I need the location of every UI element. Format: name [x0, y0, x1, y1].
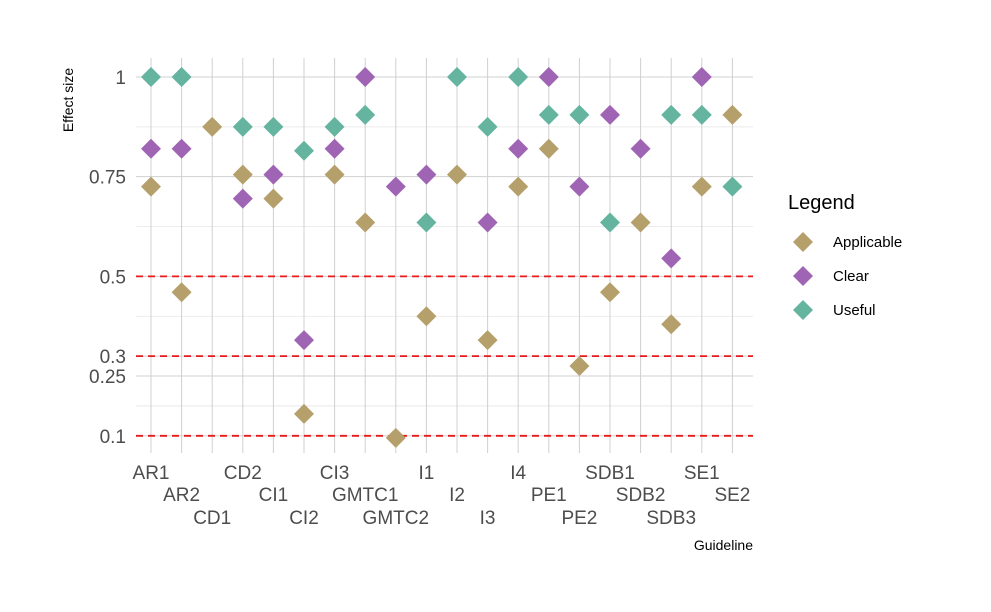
data-point-useful	[232, 116, 253, 137]
data-point-clear	[630, 138, 651, 159]
data-point-applicable	[722, 104, 743, 125]
data-point-applicable	[508, 176, 529, 197]
legend-label: Useful	[833, 302, 876, 319]
data-point-applicable	[355, 212, 376, 233]
x-tick-label: CD1	[193, 508, 231, 529]
data-point-useful	[538, 104, 559, 125]
y-tick-label: 0.5	[100, 267, 126, 288]
data-point-applicable	[569, 356, 590, 377]
y-tick-label: 0.1	[100, 427, 126, 448]
legend-label: Applicable	[833, 234, 902, 251]
data-point-clear	[294, 330, 314, 351]
x-tick-label: CD2	[224, 463, 262, 484]
x-tick-label: GMTC1	[332, 485, 399, 506]
data-point-clear	[477, 212, 498, 233]
data-point-clear	[232, 188, 253, 209]
x-tick-label: CI2	[289, 508, 319, 529]
data-point-applicable	[661, 314, 682, 335]
data-point-applicable	[600, 282, 620, 303]
data-point-applicable	[691, 176, 712, 197]
data-point-clear	[416, 164, 437, 185]
x-tick-label: SE1	[684, 463, 720, 484]
legend: Legend Applicable Clear Useful	[788, 192, 902, 320]
data-point-applicable	[385, 427, 406, 448]
data-point-applicable	[324, 164, 345, 185]
data-point-clear	[171, 138, 192, 159]
x-tick-label: PE2	[561, 508, 597, 529]
x-tick-label: I3	[480, 508, 496, 529]
x-tick-label: SE2	[714, 485, 750, 506]
x-tick-label: I4	[510, 463, 526, 484]
data-point-clear	[141, 138, 161, 159]
data-point-clear	[538, 67, 559, 87]
data-point-useful	[600, 212, 620, 233]
data-point-applicable	[232, 164, 253, 185]
data-points	[141, 67, 743, 448]
legend-key-useful	[793, 300, 813, 320]
data-point-applicable	[263, 188, 284, 209]
data-point-clear	[600, 104, 620, 125]
data-point-useful	[691, 104, 712, 125]
data-point-clear	[691, 67, 712, 87]
data-point-applicable	[294, 403, 314, 424]
data-point-clear	[385, 176, 406, 197]
y-tick-label: 0.25	[89, 367, 126, 388]
y-tick-label: 0.75	[89, 168, 126, 189]
legend-label: Clear	[833, 268, 869, 285]
data-point-applicable	[202, 116, 223, 137]
x-tick-label: I2	[449, 485, 465, 506]
data-point-useful	[508, 67, 529, 87]
x-tick-label: PE1	[531, 485, 567, 506]
x-tick-label: I1	[418, 463, 434, 484]
data-point-useful	[569, 104, 590, 125]
data-point-useful	[355, 104, 376, 125]
data-point-applicable	[477, 330, 498, 351]
data-point-useful	[722, 176, 743, 197]
data-point-useful	[477, 116, 498, 137]
data-point-useful	[416, 212, 437, 233]
x-axis-title: Guideline	[694, 537, 753, 553]
data-point-applicable	[416, 306, 437, 327]
data-point-clear	[355, 67, 376, 87]
data-point-applicable	[141, 176, 161, 197]
data-point-useful	[141, 67, 161, 87]
legend-key-clear	[793, 266, 813, 286]
data-point-applicable	[171, 282, 192, 303]
x-tick-label: GMTC2	[363, 508, 430, 529]
x-tick-label: AR1	[133, 463, 170, 484]
data-point-applicable	[538, 138, 559, 159]
x-tick-label: SDB3	[646, 508, 696, 529]
x-tick-label: SDB1	[585, 463, 635, 484]
y-axis-title: Effect size	[60, 68, 76, 133]
data-point-useful	[324, 116, 345, 137]
data-point-useful	[447, 67, 467, 87]
data-point-useful	[171, 67, 192, 87]
data-point-clear	[263, 164, 284, 185]
y-tick-label: 0.3	[100, 347, 126, 368]
data-point-applicable	[630, 212, 651, 233]
y-tick-labels: 0.1 0.250.3 0.5 0.75 1	[89, 68, 126, 448]
data-point-useful	[294, 140, 314, 161]
data-point-useful	[661, 104, 682, 125]
data-point-clear	[508, 138, 529, 159]
data-point-clear	[569, 176, 590, 197]
x-tick-label: SDB2	[616, 485, 666, 506]
data-point-applicable	[447, 164, 467, 185]
data-point-clear	[661, 248, 682, 269]
y-tick-label: 1	[115, 68, 126, 89]
x-tick-label: CI1	[259, 485, 289, 506]
grid	[136, 58, 753, 453]
x-tick-label: AR2	[163, 485, 200, 506]
data-point-clear	[324, 138, 345, 159]
legend-key-applicable	[793, 232, 813, 252]
x-tick-label: CI3	[320, 463, 350, 484]
data-point-useful	[263, 116, 284, 137]
reference-lines	[136, 275, 753, 437]
legend-title: Legend	[788, 192, 855, 214]
x-tick-labels: AR1AR2CD1CD2CI1CI2CI3GMTC1GMTC2I1I2I3I4P…	[133, 463, 751, 529]
